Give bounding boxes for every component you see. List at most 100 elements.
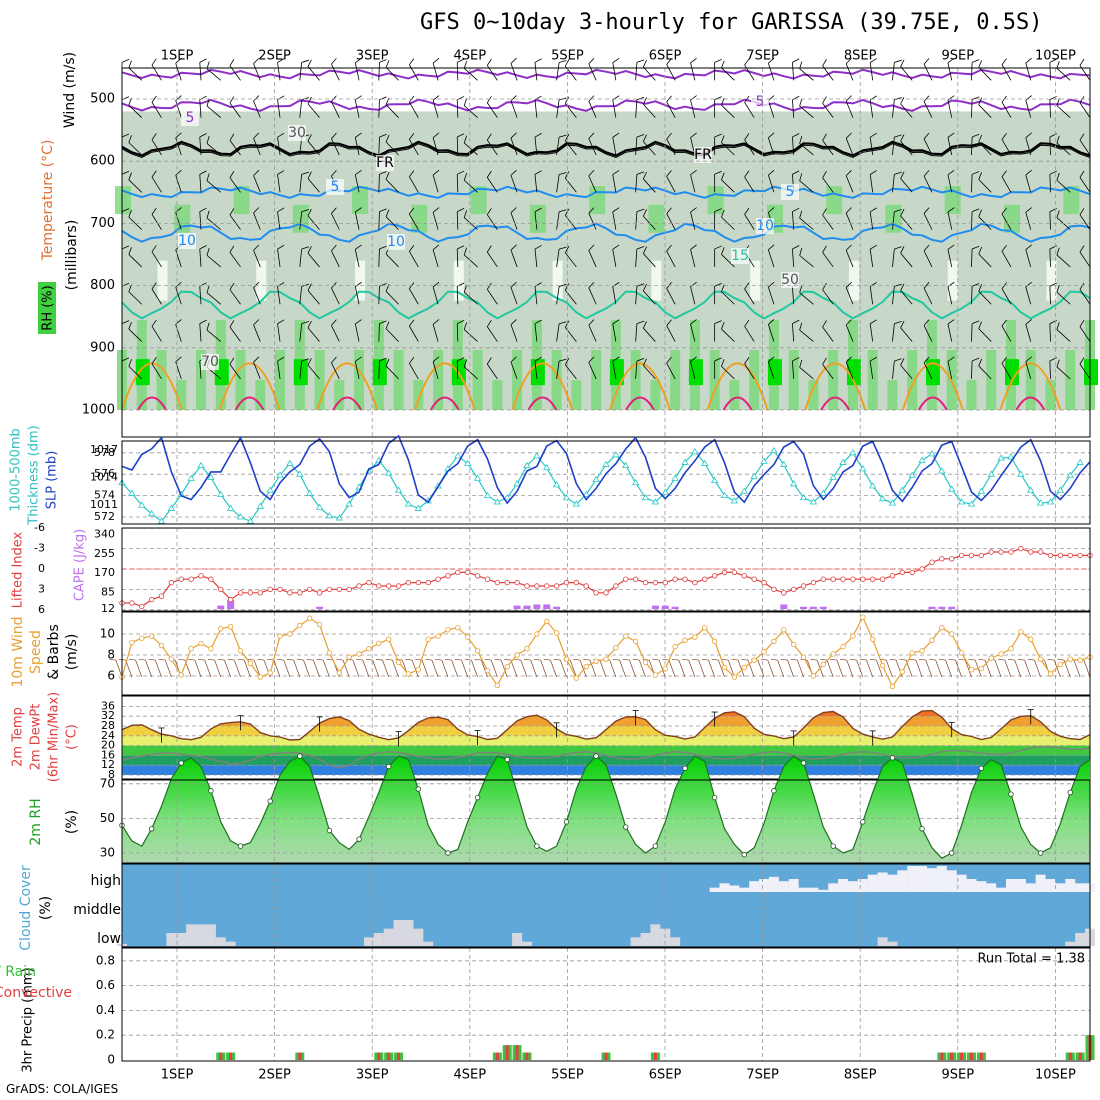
wind-barb-staff — [1056, 179, 1071, 193]
contour-20 — [999, 362, 1062, 411]
wind-barb-flag — [721, 60, 725, 68]
thickness-marker — [957, 498, 966, 505]
cape-bar — [671, 606, 679, 609]
wind-barb-flag — [1025, 356, 1032, 362]
wind-barb-staff — [845, 63, 854, 81]
wind-barb-flag — [331, 95, 337, 102]
precip-convective-bar — [940, 1052, 944, 1060]
wind-barb-staff — [128, 179, 143, 193]
wind-barb-staff — [378, 99, 380, 118]
wind-barb-staff — [978, 328, 992, 342]
wind-barb — [971, 133, 980, 155]
surface-wind-barb-staff — [560, 659, 567, 678]
wind-barb-staff — [299, 174, 303, 193]
wind-barb-staff — [463, 142, 478, 156]
wind-barb — [822, 357, 834, 380]
wind-barb-flag — [559, 134, 567, 138]
surface-wind-barb-staff — [530, 659, 538, 678]
thickness-marker — [977, 487, 986, 494]
wind-speed-marker — [899, 669, 906, 675]
wind-barb — [666, 319, 676, 342]
wind-barb-flag — [666, 319, 672, 326]
wind-barb-flag — [151, 170, 157, 178]
wind-barb — [845, 57, 854, 81]
wind-barb-flag — [277, 170, 285, 175]
thickness-marker — [503, 493, 511, 501]
wind-barb — [331, 95, 340, 118]
wind-barb-flag — [636, 246, 645, 250]
precip-run-total: Run Total = 1.38 — [977, 952, 1085, 967]
wind-barb-staff — [892, 286, 895, 305]
wind-barb — [1049, 170, 1057, 193]
surface-wind-barb-flag — [217, 658, 225, 661]
thickness-marker — [1056, 486, 1065, 493]
wind-barb-flag — [1025, 207, 1032, 213]
cloud-high-block — [946, 870, 957, 892]
wind-barb-flag — [1001, 133, 1007, 140]
surface-wind-barb-staff — [876, 659, 883, 678]
cloud-high-block — [1015, 879, 1026, 892]
contour-label: FR — [376, 155, 394, 171]
rh-band-70 — [472, 350, 483, 410]
wind-barb — [947, 319, 955, 342]
wind-barb-flag — [900, 171, 905, 179]
cloud-high-block — [798, 887, 809, 892]
wind-barb-flag — [690, 356, 697, 362]
wind-speed-marker — [544, 618, 550, 625]
wind-barb-staff — [299, 211, 303, 230]
wind-barb-flag — [822, 357, 827, 365]
wind-barb-staff — [1049, 136, 1051, 155]
wind-barb — [845, 132, 854, 156]
wind-barb-staff — [869, 174, 874, 193]
wind-barb-flag — [978, 209, 983, 217]
wind-barb — [792, 245, 800, 267]
wind-barb-flag — [971, 59, 980, 63]
wind-barb-staff — [923, 63, 933, 81]
wind-speed-marker — [1018, 629, 1024, 635]
wind-barb-flag — [534, 319, 542, 325]
wind-barb-staff — [1025, 174, 1032, 193]
wind-barb-flag — [151, 133, 157, 140]
below-ground — [122, 410, 1090, 437]
wind-barb — [229, 357, 241, 380]
wind-barb-staff — [510, 287, 518, 305]
wind-barb-staff — [635, 323, 638, 342]
rh-band-dry — [355, 260, 366, 301]
wind-barb-flag — [792, 245, 800, 250]
surface-wind-barb-staff — [431, 659, 439, 678]
wind-barb — [923, 132, 933, 156]
cape-bar — [809, 606, 817, 609]
wind-barb — [378, 357, 387, 379]
wind-barb-flag — [894, 134, 902, 138]
wind-barb — [253, 244, 261, 268]
thickness-marker — [839, 458, 847, 465]
wind-barb — [900, 134, 913, 156]
lifted-index-marker — [208, 576, 214, 582]
rh-band-70 — [176, 380, 187, 410]
surface-wind-barb-staff — [619, 659, 627, 678]
wind-speed-marker — [702, 625, 708, 631]
wind-barb — [690, 281, 697, 305]
wind-barb-flag — [121, 208, 130, 212]
thickness-marker — [819, 489, 828, 496]
x-tick-label-top: 5SEP — [551, 49, 584, 64]
wind-barb — [971, 357, 980, 379]
wind-barb — [767, 169, 775, 193]
upper-air-ytick: 800 — [90, 278, 115, 293]
cloud-low-block — [373, 933, 384, 946]
wind-barb-staff — [385, 291, 399, 305]
wind-barb-flag — [978, 321, 983, 329]
thickness-marker — [849, 449, 857, 456]
dewpoint-line — [121, 746, 1091, 769]
surface-wind-barb-flag — [583, 658, 591, 661]
wind-speed-marker — [237, 648, 244, 654]
wind-barb-staff — [277, 249, 281, 267]
surface-wind-barb-staff — [313, 659, 320, 678]
wind-barb-staff — [253, 362, 261, 380]
wind-barb-flag — [666, 132, 672, 140]
wind-barb — [456, 58, 465, 81]
wind-barb — [354, 356, 362, 379]
wind-barb — [869, 319, 877, 342]
wind-barb — [721, 359, 735, 380]
rh-ytick: 70 — [100, 776, 115, 790]
